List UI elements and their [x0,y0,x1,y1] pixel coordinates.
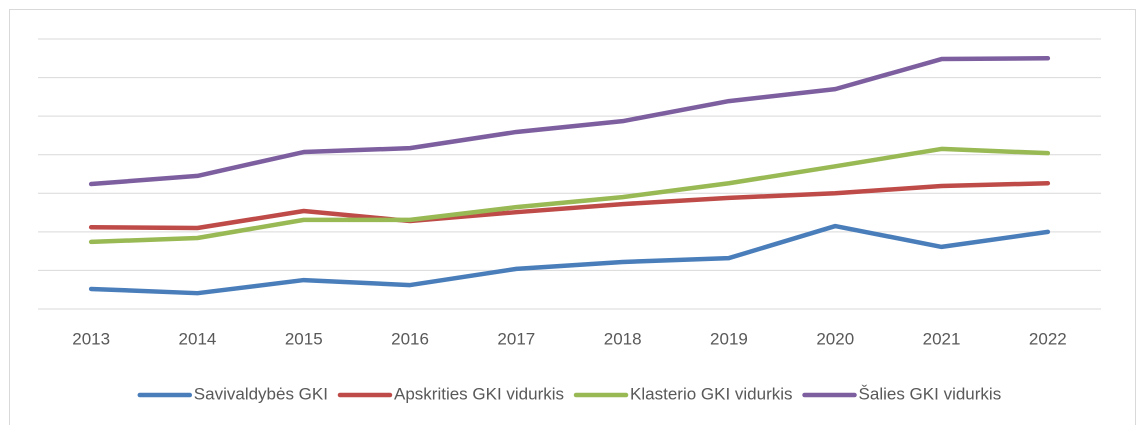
x-tick-label: 2021 [923,329,961,348]
legend-label: Apskrities GKI vidurkis [394,384,564,403]
x-tick-label: 2019 [710,329,748,348]
x-tick-label: 2017 [497,329,535,348]
x-tick-label: 2018 [604,329,642,348]
series-line [88,181,1051,231]
chart-border [9,9,1136,430]
x-tick-label: 2015 [285,329,323,348]
series-line [88,146,1051,245]
x-tick-label: 2020 [816,329,854,348]
legend-label: Klasterio GKI vidurkis [630,384,793,403]
legend-label: Savivaldybės GKI [194,384,328,403]
x-tick-label: 2022 [1029,329,1067,348]
x-tick-label: 2013 [72,329,110,348]
x-tick-label: 2016 [391,329,429,348]
series-line [88,56,1051,187]
legend-label: Šalies GKI vidurkis [859,384,1002,403]
x-tick-label: 2014 [179,329,217,348]
series-line [88,223,1051,296]
